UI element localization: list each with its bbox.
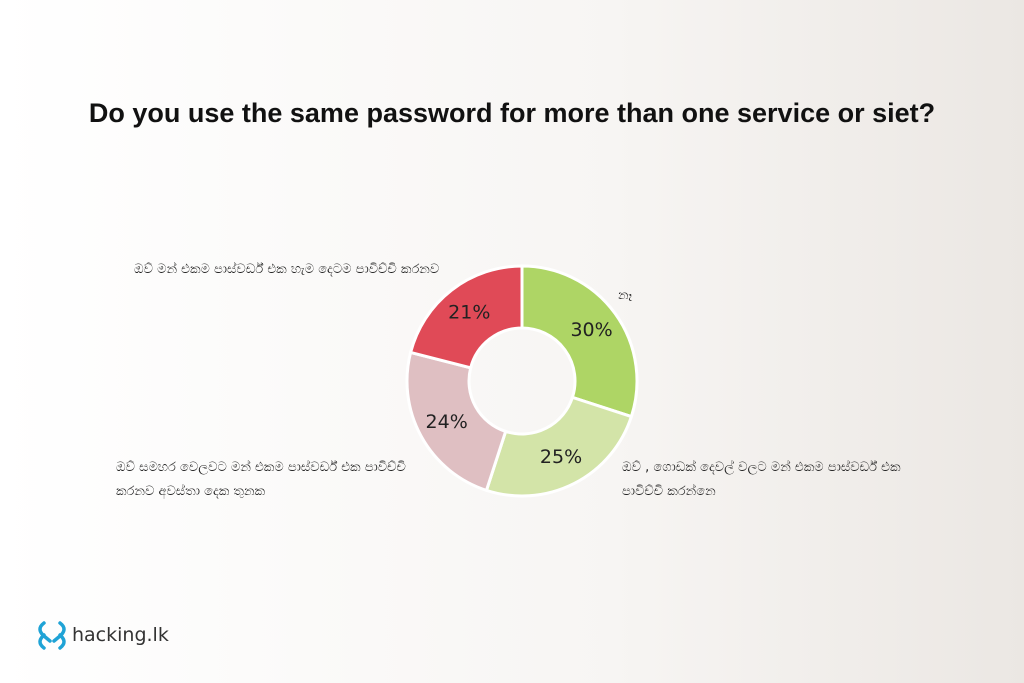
slice-label: නෑ	[618, 288, 633, 303]
value-label: 21%	[448, 302, 490, 324]
slice-label: ඔව් , ගොඩක් දෙවල් වලට මන් එකම පාස්වර්ඩ් …	[622, 460, 901, 499]
brand: hacking.lk	[72, 624, 169, 646]
chart-title: Do you use the same password for more th…	[88, 98, 936, 128]
value-label: 30%	[570, 319, 612, 341]
slice-label: ඔව් මන් එකම පාස්වර්ඩ් එක හැම දෙටම පාවිච්…	[134, 262, 440, 277]
value-label: 25%	[540, 446, 582, 468]
value-label: 24%	[426, 411, 468, 433]
donut-slice	[520, 264, 639, 419]
donut-slice	[408, 264, 524, 370]
slice-label: ඔව් සමහර වෙලවට මන් එකම පාස්වර්ඩ් එක පාවි…	[116, 460, 406, 499]
donut-slice	[405, 350, 508, 493]
donut-slice	[484, 395, 634, 498]
